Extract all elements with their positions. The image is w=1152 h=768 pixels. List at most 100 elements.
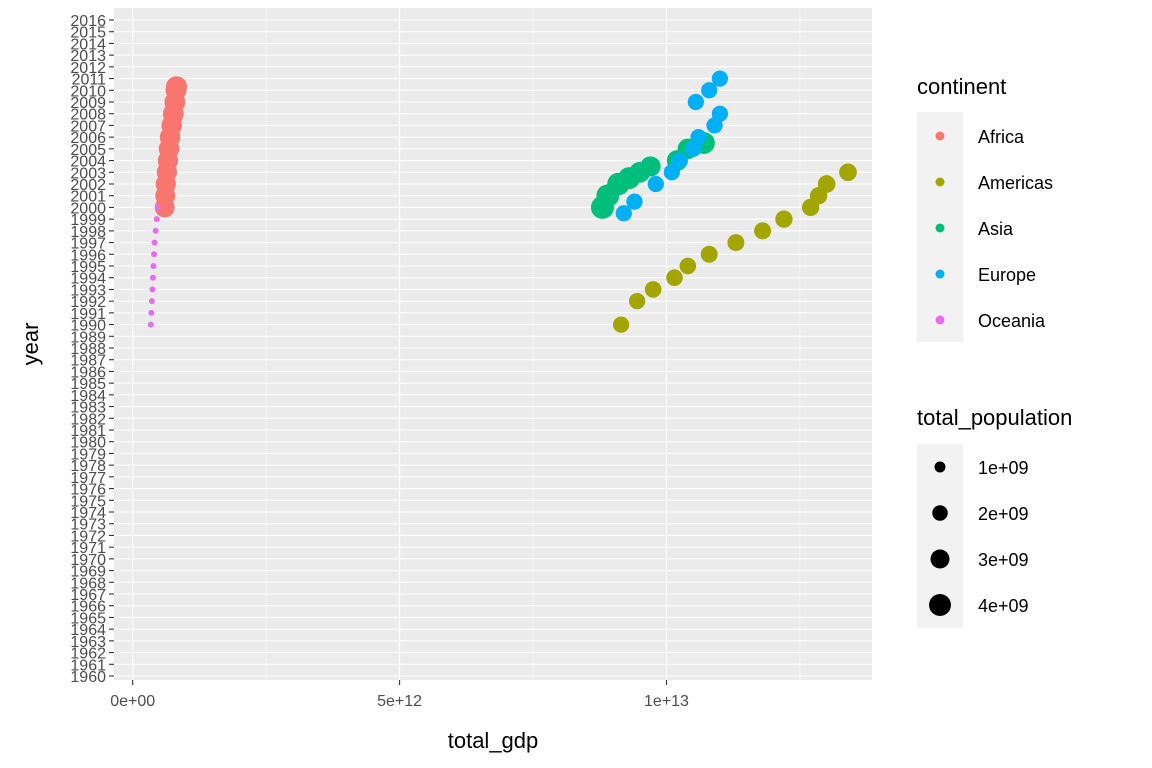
data-point-europe xyxy=(711,105,728,122)
y-tick-label: 1993 xyxy=(70,282,106,299)
legend-size-label: 4e+09 xyxy=(978,596,1029,616)
y-tick-label: 1969 xyxy=(70,564,106,581)
data-point-americas xyxy=(754,222,772,240)
y-tick-label: 1985 xyxy=(70,376,106,393)
y-tick-label: 1974 xyxy=(70,505,106,522)
y-tick-label: 2014 xyxy=(70,36,106,53)
data-point-europe xyxy=(663,164,680,181)
legend-label-europe: Europe xyxy=(978,265,1036,285)
data-point-americas xyxy=(628,293,646,310)
y-tick-label: 1968 xyxy=(70,575,106,592)
data-point-europe xyxy=(711,70,728,87)
legend: continent Africa Americas Asia Europe Oceani… xyxy=(917,74,1072,628)
y-tick-label: 1998 xyxy=(70,224,106,241)
y-tick-label: 1976 xyxy=(70,482,106,499)
series-oceania xyxy=(147,204,161,328)
data-point-americas xyxy=(612,316,630,333)
legend-size-label: 3e+09 xyxy=(978,550,1029,570)
y-tick-label: 2000 xyxy=(70,200,106,217)
y-tick-label: 2011 xyxy=(72,72,107,89)
y-tick-label: 1990 xyxy=(70,318,106,335)
y-axis-title: year xyxy=(18,323,43,366)
legend-color-entries: Africa Americas Asia Europe Oceania xyxy=(935,127,1053,331)
data-point-americas xyxy=(839,163,857,182)
y-tick-label: 1983 xyxy=(70,400,106,417)
y-tick-label: 2004 xyxy=(70,154,106,171)
y-tick-label: 1979 xyxy=(70,446,106,463)
legend-size-key xyxy=(932,505,948,521)
data-point-europe xyxy=(671,152,688,169)
x-axis-title: total_gdp xyxy=(448,728,539,753)
y-tick-label: 1962 xyxy=(70,646,106,663)
data-point-americas xyxy=(679,257,697,275)
y-tick-label: 2012 xyxy=(70,60,106,77)
y-tick-label: 2013 xyxy=(70,48,106,65)
y-tick-label: 1992 xyxy=(70,294,106,311)
y-tick-label: 1960 xyxy=(70,669,106,686)
y-tick-label: 1982 xyxy=(70,411,106,428)
y-tick-label: 2001 xyxy=(70,189,106,206)
y-tick-label: 1967 xyxy=(70,587,106,604)
y-tick-label: 1986 xyxy=(70,364,106,381)
data-point-oceania xyxy=(149,274,156,281)
legend-size-key xyxy=(930,549,950,569)
y-tick-label: 1988 xyxy=(70,341,106,358)
data-point-europe xyxy=(647,175,664,193)
data-point-oceania xyxy=(148,298,155,305)
legend-size-key xyxy=(929,594,951,616)
y-tick-label: 1996 xyxy=(70,247,106,264)
data-point-americas xyxy=(817,175,836,193)
data-points xyxy=(147,70,857,333)
legend-size-label: 2e+09 xyxy=(978,504,1029,524)
data-point-europe xyxy=(701,82,718,99)
data-point-americas xyxy=(775,210,793,228)
data-point-oceania xyxy=(149,286,156,293)
data-point-americas xyxy=(666,269,683,287)
legend-key-africa xyxy=(935,131,945,141)
y-tick-label: 2016 xyxy=(70,13,106,30)
y-tick-label: 1981 xyxy=(70,423,106,440)
data-point-americas xyxy=(700,245,718,263)
data-point-europe xyxy=(690,129,707,146)
x-tick-label: 1e+13 xyxy=(644,693,689,710)
data-point-asia xyxy=(640,156,661,177)
y-tick-label: 1966 xyxy=(70,599,106,616)
y-tick-label: 1997 xyxy=(70,236,106,253)
gridlines xyxy=(114,8,872,680)
data-point-oceania xyxy=(153,216,160,223)
y-tick-label: 1972 xyxy=(70,528,106,545)
data-point-oceania xyxy=(151,251,158,258)
y-tick-label: 1977 xyxy=(70,470,106,487)
y-tick-label: 1999 xyxy=(70,212,106,229)
data-point-oceania xyxy=(147,321,154,328)
legend-key-oceania xyxy=(935,315,945,325)
y-tick-label: 1978 xyxy=(70,458,106,475)
legend-color-title: continent xyxy=(917,74,1006,99)
y-tick-label: 2003 xyxy=(70,165,106,182)
y-tick-label: 2002 xyxy=(70,177,106,194)
y-tick-label: 1994 xyxy=(70,271,106,288)
data-point-oceania xyxy=(150,263,157,269)
data-point-americas xyxy=(644,281,662,298)
legend-key-europe xyxy=(935,269,945,279)
y-tick-label: 2008 xyxy=(70,107,106,124)
data-point-oceania xyxy=(152,227,159,234)
y-tick-label: 1965 xyxy=(70,610,106,627)
data-point-oceania xyxy=(148,309,155,316)
panel-background xyxy=(114,8,872,680)
y-tick-label: 2007 xyxy=(70,118,106,135)
data-point-americas xyxy=(727,234,745,252)
y-tick-label: 1995 xyxy=(70,259,106,276)
series-europe xyxy=(615,70,728,222)
y-axis: 1960196119621963196419651966196719681969… xyxy=(70,13,114,686)
legend-label-asia: Asia xyxy=(978,219,1014,239)
y-tick-label: 1991 xyxy=(70,306,106,323)
legend-label-oceania: Oceania xyxy=(978,311,1046,331)
data-point-europe xyxy=(687,93,704,111)
y-tick-label: 2010 xyxy=(70,83,106,100)
y-tick-label: 1980 xyxy=(70,435,106,452)
y-tick-label: 1973 xyxy=(70,517,106,534)
data-point-europe xyxy=(615,205,632,222)
data-point-europe xyxy=(626,193,643,210)
